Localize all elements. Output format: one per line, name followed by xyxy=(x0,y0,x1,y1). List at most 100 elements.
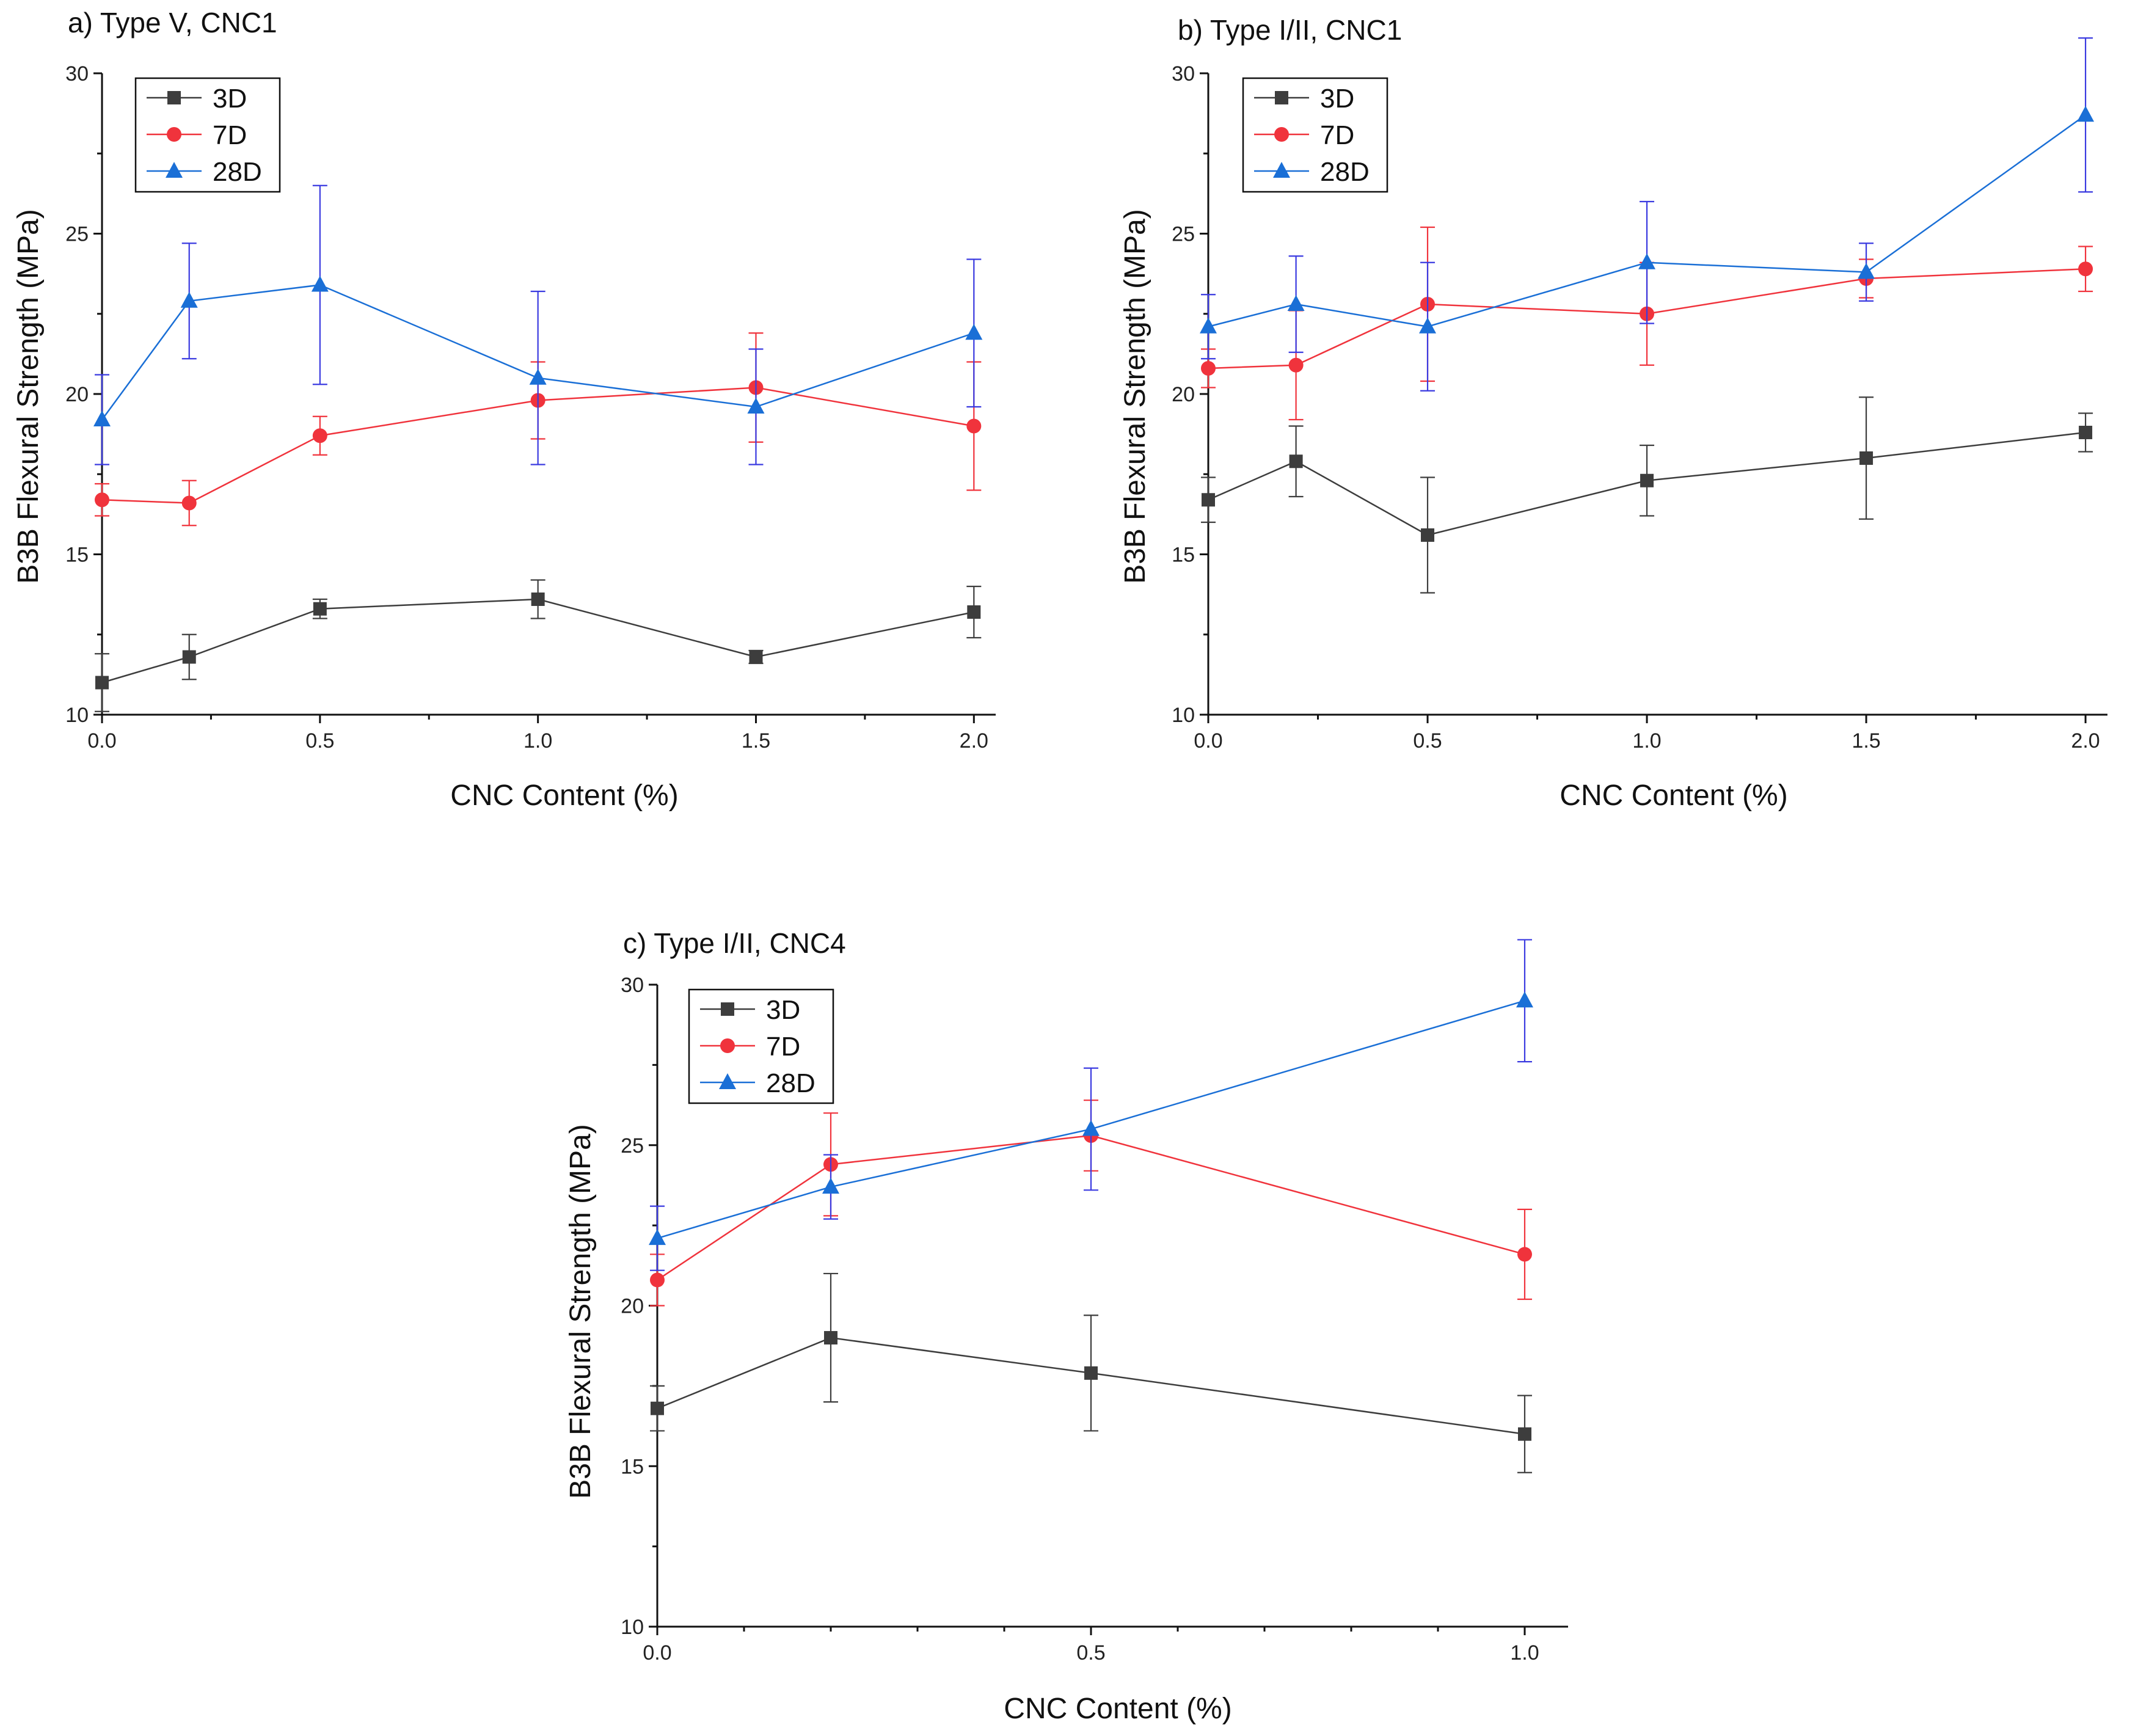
y-tick-label: 10 xyxy=(621,1616,644,1639)
y-tick-label: 30 xyxy=(1172,62,1195,86)
data-point-3D xyxy=(182,650,196,664)
y-tick-label: 25 xyxy=(621,1134,644,1158)
panel-c-title: c) Type I/II, CNC4 xyxy=(623,927,846,959)
data-point-7D xyxy=(181,495,197,511)
panel-b-xlabel: CNC Content (%) xyxy=(1560,779,1787,812)
legend-marker-3D xyxy=(721,1002,734,1016)
data-point-7D xyxy=(2078,261,2093,277)
panel-c: c) Type I/II, CNC4 CNC Content (%) B3B F… xyxy=(564,927,1568,1725)
data-point-28D xyxy=(1082,1120,1100,1136)
y-tick-label: 30 xyxy=(65,62,89,86)
data-point-3D xyxy=(824,1331,837,1345)
y-tick-label: 15 xyxy=(621,1455,644,1478)
series-28D xyxy=(649,939,1533,1271)
legend-label-28D: 28D xyxy=(766,1068,815,1098)
x-tick-label: 2.0 xyxy=(960,729,988,753)
panel-a-ylabel: B3B Flexural Strength (MPa) xyxy=(12,209,45,584)
data-point-28D xyxy=(1638,253,1656,269)
data-point-3D xyxy=(2079,426,2093,439)
legend-label-3D: 3D xyxy=(1320,84,1354,114)
data-point-7D xyxy=(1288,357,1304,373)
y-tick-label: 20 xyxy=(1172,383,1195,406)
y-tick-label: 20 xyxy=(65,383,89,406)
x-tick-label: 0.5 xyxy=(305,729,334,753)
data-point-3D xyxy=(531,593,545,606)
data-point-28D xyxy=(1287,295,1305,311)
legend-item-28D: 28D xyxy=(1254,157,1370,187)
series-3D-line xyxy=(101,598,974,684)
panel-c-xlabel: CNC Content (%) xyxy=(1004,1693,1231,1725)
x-tick-label: 0.0 xyxy=(643,1641,671,1665)
legend-marker-3D xyxy=(167,91,181,104)
series-7D-line xyxy=(657,1134,1525,1281)
data-point-28D xyxy=(822,1178,839,1194)
data-point-3D xyxy=(313,602,327,616)
data-point-28D xyxy=(747,398,765,414)
series-28D xyxy=(93,184,983,465)
y-tick-label: 15 xyxy=(1172,544,1195,567)
series-3D xyxy=(1201,396,2093,594)
y-tick-label: 25 xyxy=(65,223,89,246)
panel-a-axes: 10 15 20 25 30 0.0 0.5 1.0 1.5 2.0 xyxy=(65,62,996,753)
legend-label-28D: 28D xyxy=(213,157,262,187)
x-tick-label: 1.0 xyxy=(1510,1641,1539,1665)
y-tick-label: 15 xyxy=(65,544,89,567)
series-7D-line xyxy=(1208,268,2086,370)
x-tick-label: 0.5 xyxy=(1413,729,1442,753)
data-point-7D xyxy=(312,428,327,443)
legend-marker-28D xyxy=(166,162,183,178)
data-point-28D xyxy=(965,324,983,340)
legend-marker-3D xyxy=(1275,91,1288,104)
data-point-3D xyxy=(95,676,109,690)
y-tick-label: 25 xyxy=(1172,223,1195,246)
legend-label-28D: 28D xyxy=(1320,157,1370,187)
data-point-28D xyxy=(311,275,329,292)
series-3D xyxy=(95,579,982,712)
legend-label-7D: 7D xyxy=(213,120,247,150)
series-28D-line xyxy=(101,284,974,420)
data-point-28D xyxy=(93,410,111,426)
legend-label-3D: 3D xyxy=(213,84,247,114)
panel-c-ylabel: B3B Flexural Strength (MPa) xyxy=(564,1124,597,1499)
legend-marker-28D xyxy=(1273,162,1290,178)
legend-marker-28D xyxy=(719,1073,736,1089)
data-point-3D xyxy=(1084,1366,1098,1380)
x-tick-label: 0.5 xyxy=(1076,1641,1105,1665)
panel-b-axes: 10 15 20 25 30 0.0 0.5 1.0 1.5 2.0 xyxy=(1172,62,2107,753)
data-point-7D xyxy=(966,418,982,434)
data-point-7D xyxy=(1201,361,1216,376)
x-tick-label: 1.0 xyxy=(524,729,552,753)
series-3D-line xyxy=(657,1337,1525,1435)
y-tick-label: 10 xyxy=(1172,704,1195,727)
data-point-3D xyxy=(1859,451,1873,465)
data-point-3D xyxy=(651,1401,664,1415)
legend-item-7D: 7D xyxy=(147,120,247,150)
data-point-3D xyxy=(1640,473,1654,487)
panel-c-legend: 3D 7D 28D xyxy=(688,988,834,1104)
series-28D-line xyxy=(1208,114,2086,328)
x-tick-label: 0.0 xyxy=(1194,729,1222,753)
data-point-3D xyxy=(1289,454,1303,469)
series-28D-line xyxy=(657,1000,1525,1239)
data-point-7D xyxy=(95,492,109,508)
legend-item-28D: 28D xyxy=(700,1068,815,1098)
data-point-28D xyxy=(180,291,198,308)
x-tick-label: 1.5 xyxy=(742,729,770,753)
data-point-28D xyxy=(529,368,547,385)
data-point-28D xyxy=(1200,317,1217,334)
data-point-28D xyxy=(1419,317,1437,334)
data-point-28D xyxy=(649,1229,666,1245)
legend-label-7D: 7D xyxy=(1320,120,1354,150)
data-point-3D xyxy=(1518,1427,1531,1441)
panel-c-axes: 10 15 20 25 30 0.0 0.5 1.0 xyxy=(621,974,1568,1665)
legend-item-7D: 7D xyxy=(1254,120,1354,150)
data-point-28D xyxy=(1858,263,1875,279)
x-tick-label: 2.0 xyxy=(2071,729,2100,753)
data-point-3D xyxy=(749,650,763,664)
series-3D-line xyxy=(1208,431,2086,536)
y-tick-label: 20 xyxy=(621,1295,644,1318)
y-tick-label: 30 xyxy=(621,974,644,997)
x-tick-label: 1.0 xyxy=(1632,729,1661,753)
legend-label-7D: 7D xyxy=(766,1032,800,1062)
legend-item-28D: 28D xyxy=(147,157,262,187)
